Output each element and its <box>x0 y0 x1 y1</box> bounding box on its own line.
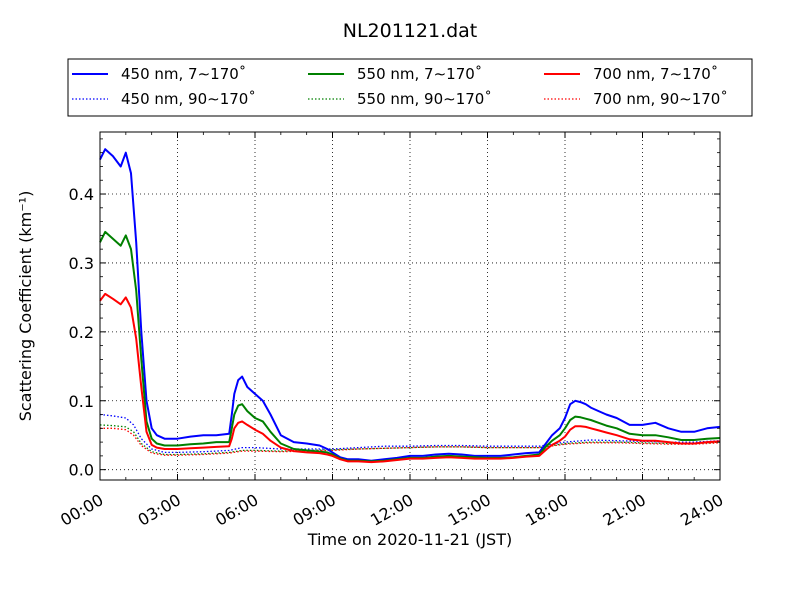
series-lines <box>99 148 721 464</box>
legend-entry-label: 550 nm, 7∼170˚ <box>357 65 482 83</box>
series-line-5 <box>100 427 721 456</box>
axis-ticks <box>99 132 721 480</box>
gridlines <box>99 132 721 480</box>
series-line-4 <box>99 424 721 456</box>
series-line-0 <box>99 148 721 462</box>
legend-entry-label: 700 nm, 90∼170˚ <box>593 90 728 108</box>
legend-entry-label: 550 nm, 90∼170˚ <box>357 90 492 108</box>
legend-entry-label: 450 nm, 90∼170˚ <box>121 90 256 108</box>
legend-entry-label: 450 nm, 7∼170˚ <box>121 65 246 83</box>
series-line-2 <box>99 292 721 464</box>
x-axis-label: Time on 2020-11-21 (JST) <box>307 530 512 549</box>
legend-entry-label: 700 nm, 7∼170˚ <box>593 65 718 83</box>
y-axis-label: Scattering Coefficient (km⁻¹) <box>16 191 35 422</box>
series-line-3 <box>99 413 721 454</box>
y-tick-label: 0.2 <box>69 323 94 342</box>
chart-title: NL201121.dat <box>343 20 478 42</box>
y-tick-label: 0.0 <box>69 461 94 480</box>
y-tick-label: 0.3 <box>69 254 94 273</box>
legend: 450 nm, 7∼170˚ 550 nm, 7∼170˚ 700 nm, 7∼17… <box>67 58 753 117</box>
legend-frame <box>67 58 753 117</box>
y-tick-label: 0.4 <box>69 185 94 204</box>
y-tick-label: 0.1 <box>69 392 94 411</box>
